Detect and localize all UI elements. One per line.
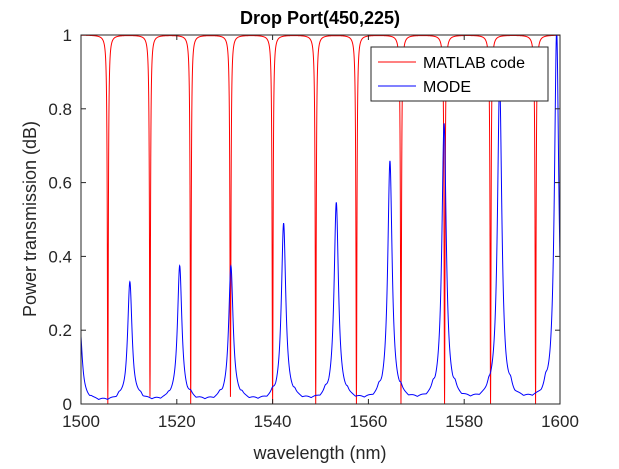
legend-entry-mode: MODE xyxy=(423,79,471,96)
series-layer xyxy=(80,34,561,405)
legend: MATLAB code MODE xyxy=(370,46,549,102)
plot-frame xyxy=(80,34,561,405)
legend-box xyxy=(370,46,549,102)
series-mode-line xyxy=(80,34,561,401)
y-tick-label: 1 xyxy=(63,26,72,45)
x-tick-label: 1540 xyxy=(254,412,292,431)
series-matlab-line xyxy=(81,34,561,405)
tick-layer: 1500 1520 1540 1560 1580 1600 0 0.2 0.4 0.6 0.8 1 xyxy=(48,26,579,431)
x-tick-label: 1600 xyxy=(541,412,579,431)
y-tick-label: 0.6 xyxy=(48,174,72,193)
x-tick-label: 1500 xyxy=(62,412,100,431)
x-tick-label: 1560 xyxy=(349,412,387,431)
y-tick-label: 0.4 xyxy=(48,247,72,266)
x-tick-label: 1580 xyxy=(445,412,483,431)
y-tick-label: 0.8 xyxy=(48,100,72,119)
chart-title: Drop Port(450,225) xyxy=(240,8,400,28)
x-axis-label: wavelength (nm) xyxy=(252,443,386,463)
y-axis-label: Power transmission (dB) xyxy=(20,121,40,317)
legend-entry-matlab: MATLAB code xyxy=(423,55,525,72)
y-tick-label: 0 xyxy=(63,395,72,414)
x-tick-label: 1520 xyxy=(158,412,196,431)
y-tick-label: 0.2 xyxy=(48,321,72,340)
